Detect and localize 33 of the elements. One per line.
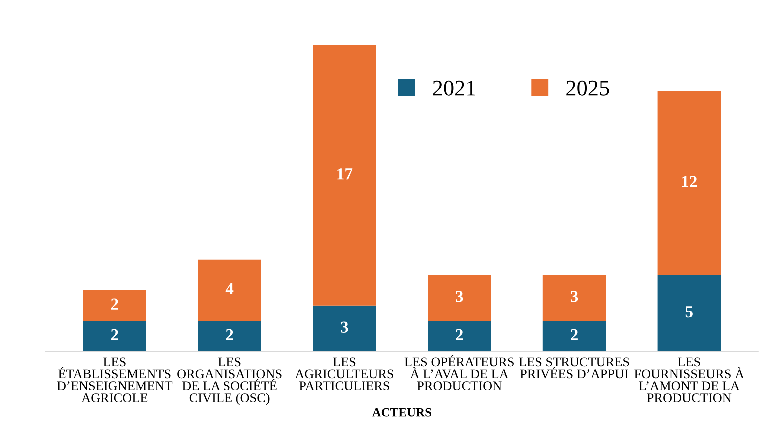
bar: [198, 260, 262, 322]
x-axis-title: ACTEURS: [372, 408, 432, 417]
bar: [313, 306, 376, 352]
bar: [313, 45, 376, 306]
data-label: 2: [226, 329, 234, 340]
data-label: 5: [686, 306, 693, 318]
bar: [658, 91, 721, 276]
bar: [658, 275, 721, 352]
data-label: 3: [456, 291, 464, 302]
x-tick-label: LES ÉTABLISSEMENTS D’ENSEIGNEMENT AGRICOLE: [57, 358, 173, 403]
legend-label: 2021: [433, 80, 476, 96]
data-label: 3: [341, 322, 348, 333]
x-tick-label: LES OPÉRATEURS À L’AVAL DE LA PRODUCTION: [404, 355, 514, 391]
x-tick-label: LES AGRICULTEURS PARTICULIERS: [295, 358, 394, 391]
data-label: 17: [338, 168, 353, 180]
bar: [542, 275, 606, 322]
data-label: 3: [570, 291, 578, 302]
data-label: 2: [571, 329, 578, 340]
legend-label: 2025: [566, 80, 610, 96]
bar: [428, 275, 492, 322]
data-label: 12: [682, 176, 698, 188]
data-label: 2: [111, 298, 118, 310]
x-tick-label: LES FOURNISSEURS À L’AMONT DE LA PRODUCTION: [634, 358, 744, 403]
x-tick-label: LES ORGANISATIONS DE LA SOCIÉTÉ CIVILE (OSC): [178, 358, 282, 406]
bar: [83, 321, 146, 352]
bar: [83, 290, 146, 322]
data-label: 4: [226, 284, 234, 294]
x-tick-label: LES STRUCTURES PRIVÉES D’APPUI: [519, 358, 630, 379]
bar: [198, 321, 262, 352]
bar: [428, 321, 492, 352]
data-label: 2: [111, 329, 118, 340]
bar: [542, 321, 606, 352]
data-label: 2: [456, 329, 464, 340]
